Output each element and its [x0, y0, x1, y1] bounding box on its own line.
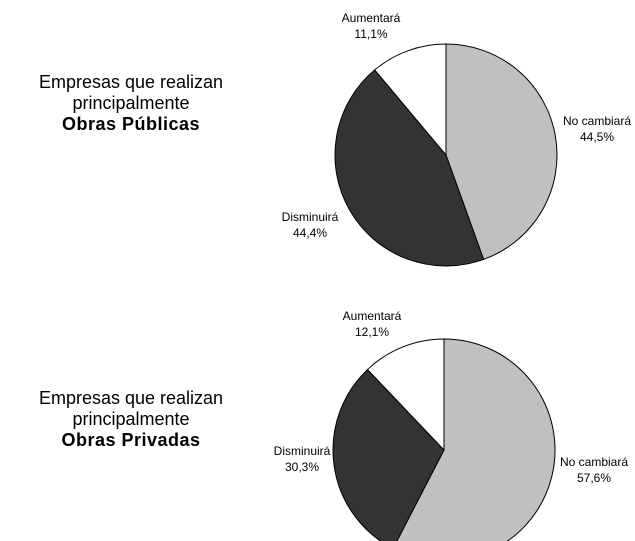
- panel-label-line3: Obras Privadas: [61, 430, 201, 450]
- slice-label-value: 30,3%: [285, 460, 319, 474]
- slice-label-name: Aumentará: [343, 309, 402, 323]
- panel-label-obras-publicas: Empresas que realizan principalmente Obr…: [0, 72, 262, 135]
- pie-slice-no-cambiara: [445, 43, 558, 261]
- slice-label-name: Disminuirá: [282, 210, 339, 224]
- panel-label-line2: principalmente: [72, 93, 190, 113]
- slice-label-name: Disminuirá: [274, 444, 331, 458]
- slice-label-value: 44,4%: [293, 226, 327, 240]
- pie-slice-aumentara: [366, 338, 445, 452]
- pie-slice-aumentara: [374, 43, 447, 157]
- panel-label-line3: Obras Públicas: [61, 114, 201, 134]
- pie-chart-2: No cambiará 57,6% Disminuirá 30,3% Aumentará…: [274, 309, 628, 541]
- pie-slice-no-cambiara: [396, 338, 556, 541]
- slice-label-name: Aumentará: [342, 11, 401, 25]
- panel-label-obras-privadas: Empresas que realizan principalmente Obr…: [0, 388, 262, 451]
- pie-slice-disminuira: [334, 69, 485, 267]
- panel-label-line1: Empresas que realizan: [38, 388, 224, 408]
- slice-label-name: No cambiará: [560, 455, 628, 469]
- slice-label-name: No cambiará: [563, 114, 631, 128]
- slice-label-value: 57,6%: [577, 471, 611, 485]
- slice-label-value: 12,1%: [355, 325, 389, 339]
- panel-label-line2: principalmente: [72, 409, 190, 429]
- slice-label-value: 11,1%: [354, 27, 387, 41]
- slice-label-value: 44,5%: [580, 130, 614, 144]
- pie-chart-1: No cambiará 44,5% Disminuirá 44,4% Aumentará…: [282, 11, 631, 267]
- pie-slice-disminuira: [332, 368, 445, 541]
- panel-label-line1: Empresas que realizan: [38, 72, 224, 92]
